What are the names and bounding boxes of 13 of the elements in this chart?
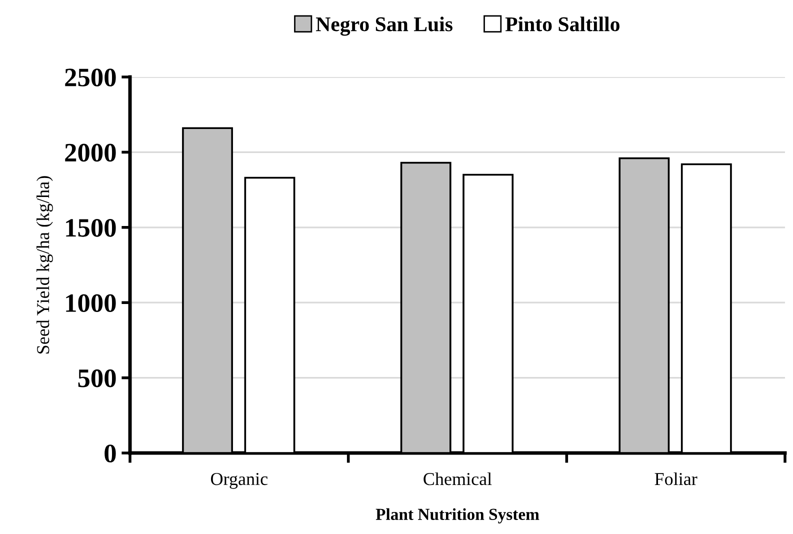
y-tick-label: 500	[78, 369, 116, 388]
x-tick-label: Chemical	[424, 472, 492, 486]
y-tick-label: 1500	[66, 219, 116, 237]
y-tick-label: 1000	[66, 294, 116, 312]
x-axis-title: Plant Nutrition System	[376, 508, 540, 524]
y-axis-title: Seed Yield kg/ha (kg/ha)	[36, 176, 53, 354]
x-tick-label: Foliar	[654, 472, 698, 486]
y-tick-label: 2000	[65, 144, 116, 162]
y-tick-label: 0	[104, 444, 116, 462]
y-tick-label: 2500	[65, 68, 116, 86]
legend-label: Negro San Luis	[316, 16, 452, 36]
legend-label: Pinto Saltillo	[505, 16, 620, 32]
x-tick-label: Organic	[210, 472, 268, 489]
